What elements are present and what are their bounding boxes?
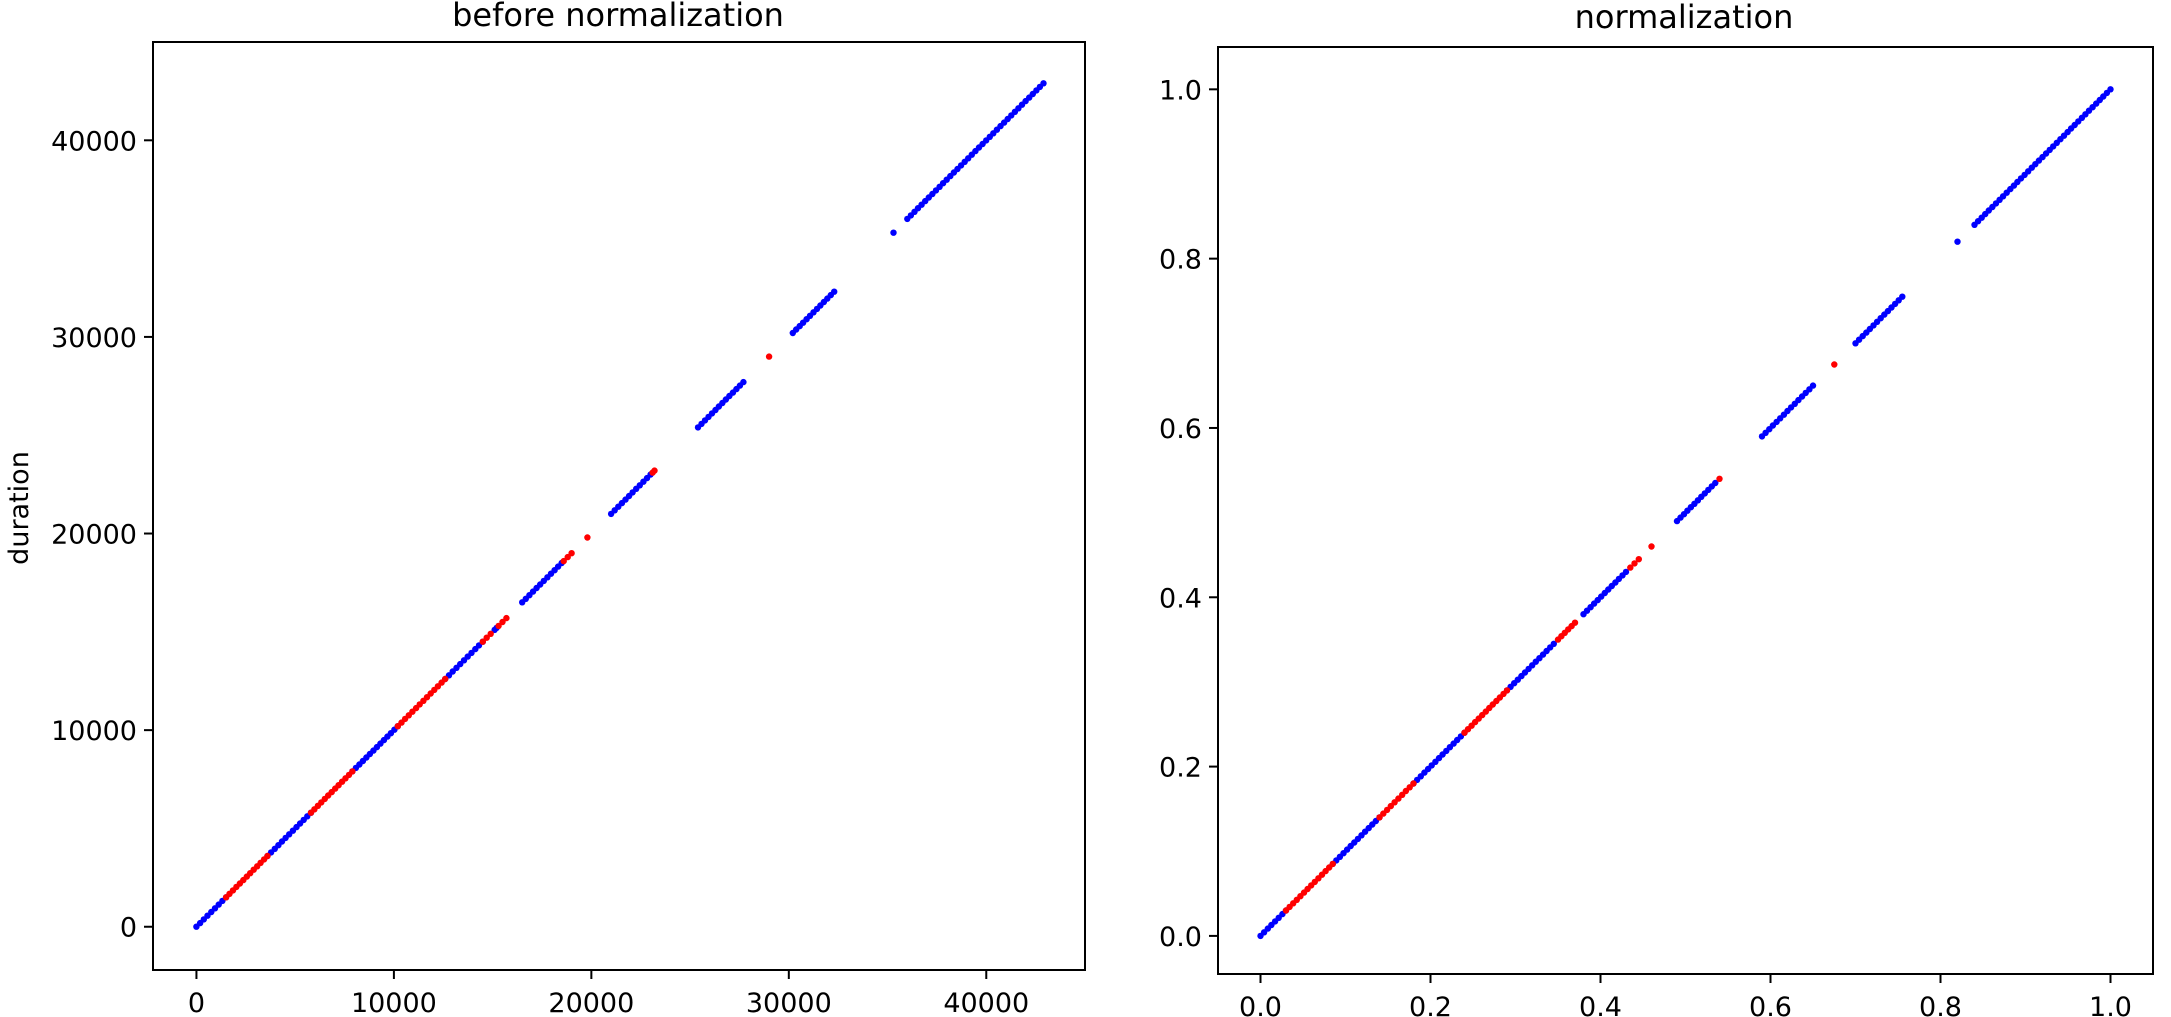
data-point [264, 852, 271, 860]
data-point [1550, 640, 1558, 647]
y-tick-label: 0.2 [1159, 753, 1202, 784]
data-point [564, 553, 571, 561]
data-point [890, 229, 897, 236]
y-tick-label: 0.0 [1159, 922, 1202, 953]
data-point [1635, 556, 1643, 563]
data-point [1899, 293, 1906, 300]
x-tick-label: 30000 [746, 988, 832, 1017]
x-tick-label: 0 [188, 988, 205, 1017]
chart-title-right: normalization [1575, 0, 1794, 36]
x-tick-label: 0.2 [1409, 992, 1452, 1017]
data-point [568, 550, 575, 557]
data-point [1571, 619, 1579, 626]
y-tick-label: 10000 [51, 716, 137, 747]
y-tick-label: 40000 [51, 126, 137, 157]
x-tick-label: 40000 [943, 988, 1029, 1017]
data-point [483, 634, 490, 641]
data-point [831, 288, 838, 295]
data-point [560, 557, 567, 565]
data-point [651, 467, 658, 474]
data-point [1716, 475, 1723, 482]
x-tick-label: 0.8 [1919, 992, 1962, 1017]
data-point [2107, 86, 2114, 93]
plot-before-normalization: before normalization duration 0 10000 2000… [4, 0, 1086, 1017]
y-tick-label: 0.6 [1159, 414, 1202, 445]
plot-normalization: normalization 0.0 0.2 0.4 0.6 0.8 1.00.00.20.… [1159, 0, 2154, 1017]
data-point [1627, 564, 1634, 571]
axes-frame-right [1217, 46, 2154, 975]
data-point [442, 675, 449, 683]
data-point [740, 378, 747, 386]
x-tick-label: 1.0 [2089, 992, 2132, 1017]
y-tick-label: 1.0 [1159, 75, 1202, 106]
ticks-right: 0.0 0.2 0.4 0.6 0.8 1.0 0.0 0.2 0.4 0.6 0.8 1.0 [1159, 75, 2132, 1017]
data-point [1809, 382, 1817, 389]
data-point [1712, 479, 1719, 487]
x-tick-label: 0.6 [1749, 992, 1792, 1017]
x-tick-label: 10000 [351, 988, 437, 1017]
data-point [487, 630, 494, 637]
data-point [1648, 543, 1655, 550]
data-point [1954, 238, 1961, 245]
y-tick-label: 30000 [51, 323, 137, 354]
data-point [765, 353, 773, 360]
data-point [495, 622, 502, 630]
ticks-left: 0 10000 20000 30000 40000 0 10000 20000 30000 400… [51, 126, 1029, 1017]
data-point [1622, 568, 1630, 576]
x-tick-label: 0.4 [1579, 992, 1622, 1017]
y-tick-label: 0 [120, 913, 137, 944]
x-tick-label: 0.0 [1239, 992, 1282, 1017]
y-axis-label-left: duration [4, 451, 35, 565]
chart-title-left: before normalization [452, 0, 784, 34]
scatter-points-right [1257, 86, 2114, 940]
data-point [1631, 560, 1638, 567]
y-tick-label: 20000 [51, 520, 137, 551]
scatter-points-left [193, 80, 1047, 930]
data-point [479, 638, 486, 645]
data-point [1329, 860, 1337, 868]
data-point [499, 618, 506, 626]
data-point [349, 768, 356, 775]
data-point [1503, 687, 1511, 694]
data-point [1040, 80, 1047, 87]
data-point [503, 614, 510, 622]
y-tick-label: 0.8 [1159, 245, 1202, 276]
y-tick-label: 0.4 [1159, 583, 1202, 614]
axes-frame-left [152, 41, 1086, 971]
data-point [1410, 780, 1417, 787]
x-tick-label: 20000 [548, 988, 634, 1017]
data-point [584, 534, 591, 541]
data-point [1831, 361, 1838, 368]
